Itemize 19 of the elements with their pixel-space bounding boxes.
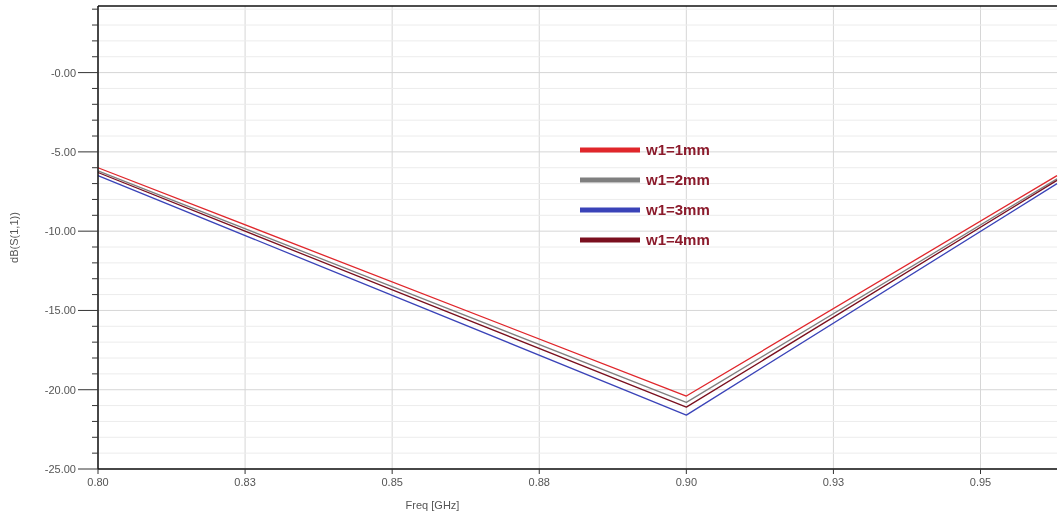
y-tick-label: -20.00	[44, 383, 76, 396]
y-tick-label: -0.00	[50, 66, 76, 79]
x-tick-label: 0.80	[87, 476, 109, 488]
x-tick-label: 0.88	[528, 476, 550, 488]
y-tick-label: -10.00	[44, 225, 76, 238]
y-axis-title: dB(S(1,1))	[8, 212, 20, 263]
x-tick-label: 0.95	[969, 476, 992, 488]
x-tick-label: 0.90	[675, 476, 698, 488]
y-tick-label: -5.00	[50, 145, 76, 158]
legend-label: w1=1mm	[645, 141, 710, 158]
x-tick-label: 0.85	[381, 476, 403, 488]
legend-label: w1=4mm	[645, 231, 710, 248]
x-tick-label: 0.83	[234, 476, 256, 488]
legend-label: w1=3mm	[645, 201, 710, 218]
x-axis-title: Freq [GHz]	[405, 499, 460, 511]
y-tick-label: -15.00	[44, 304, 76, 317]
legend-label: w1=2mm	[645, 171, 710, 188]
x-tick-label: 0.93	[822, 476, 845, 488]
y-tick-label: -25.00	[44, 463, 76, 475]
